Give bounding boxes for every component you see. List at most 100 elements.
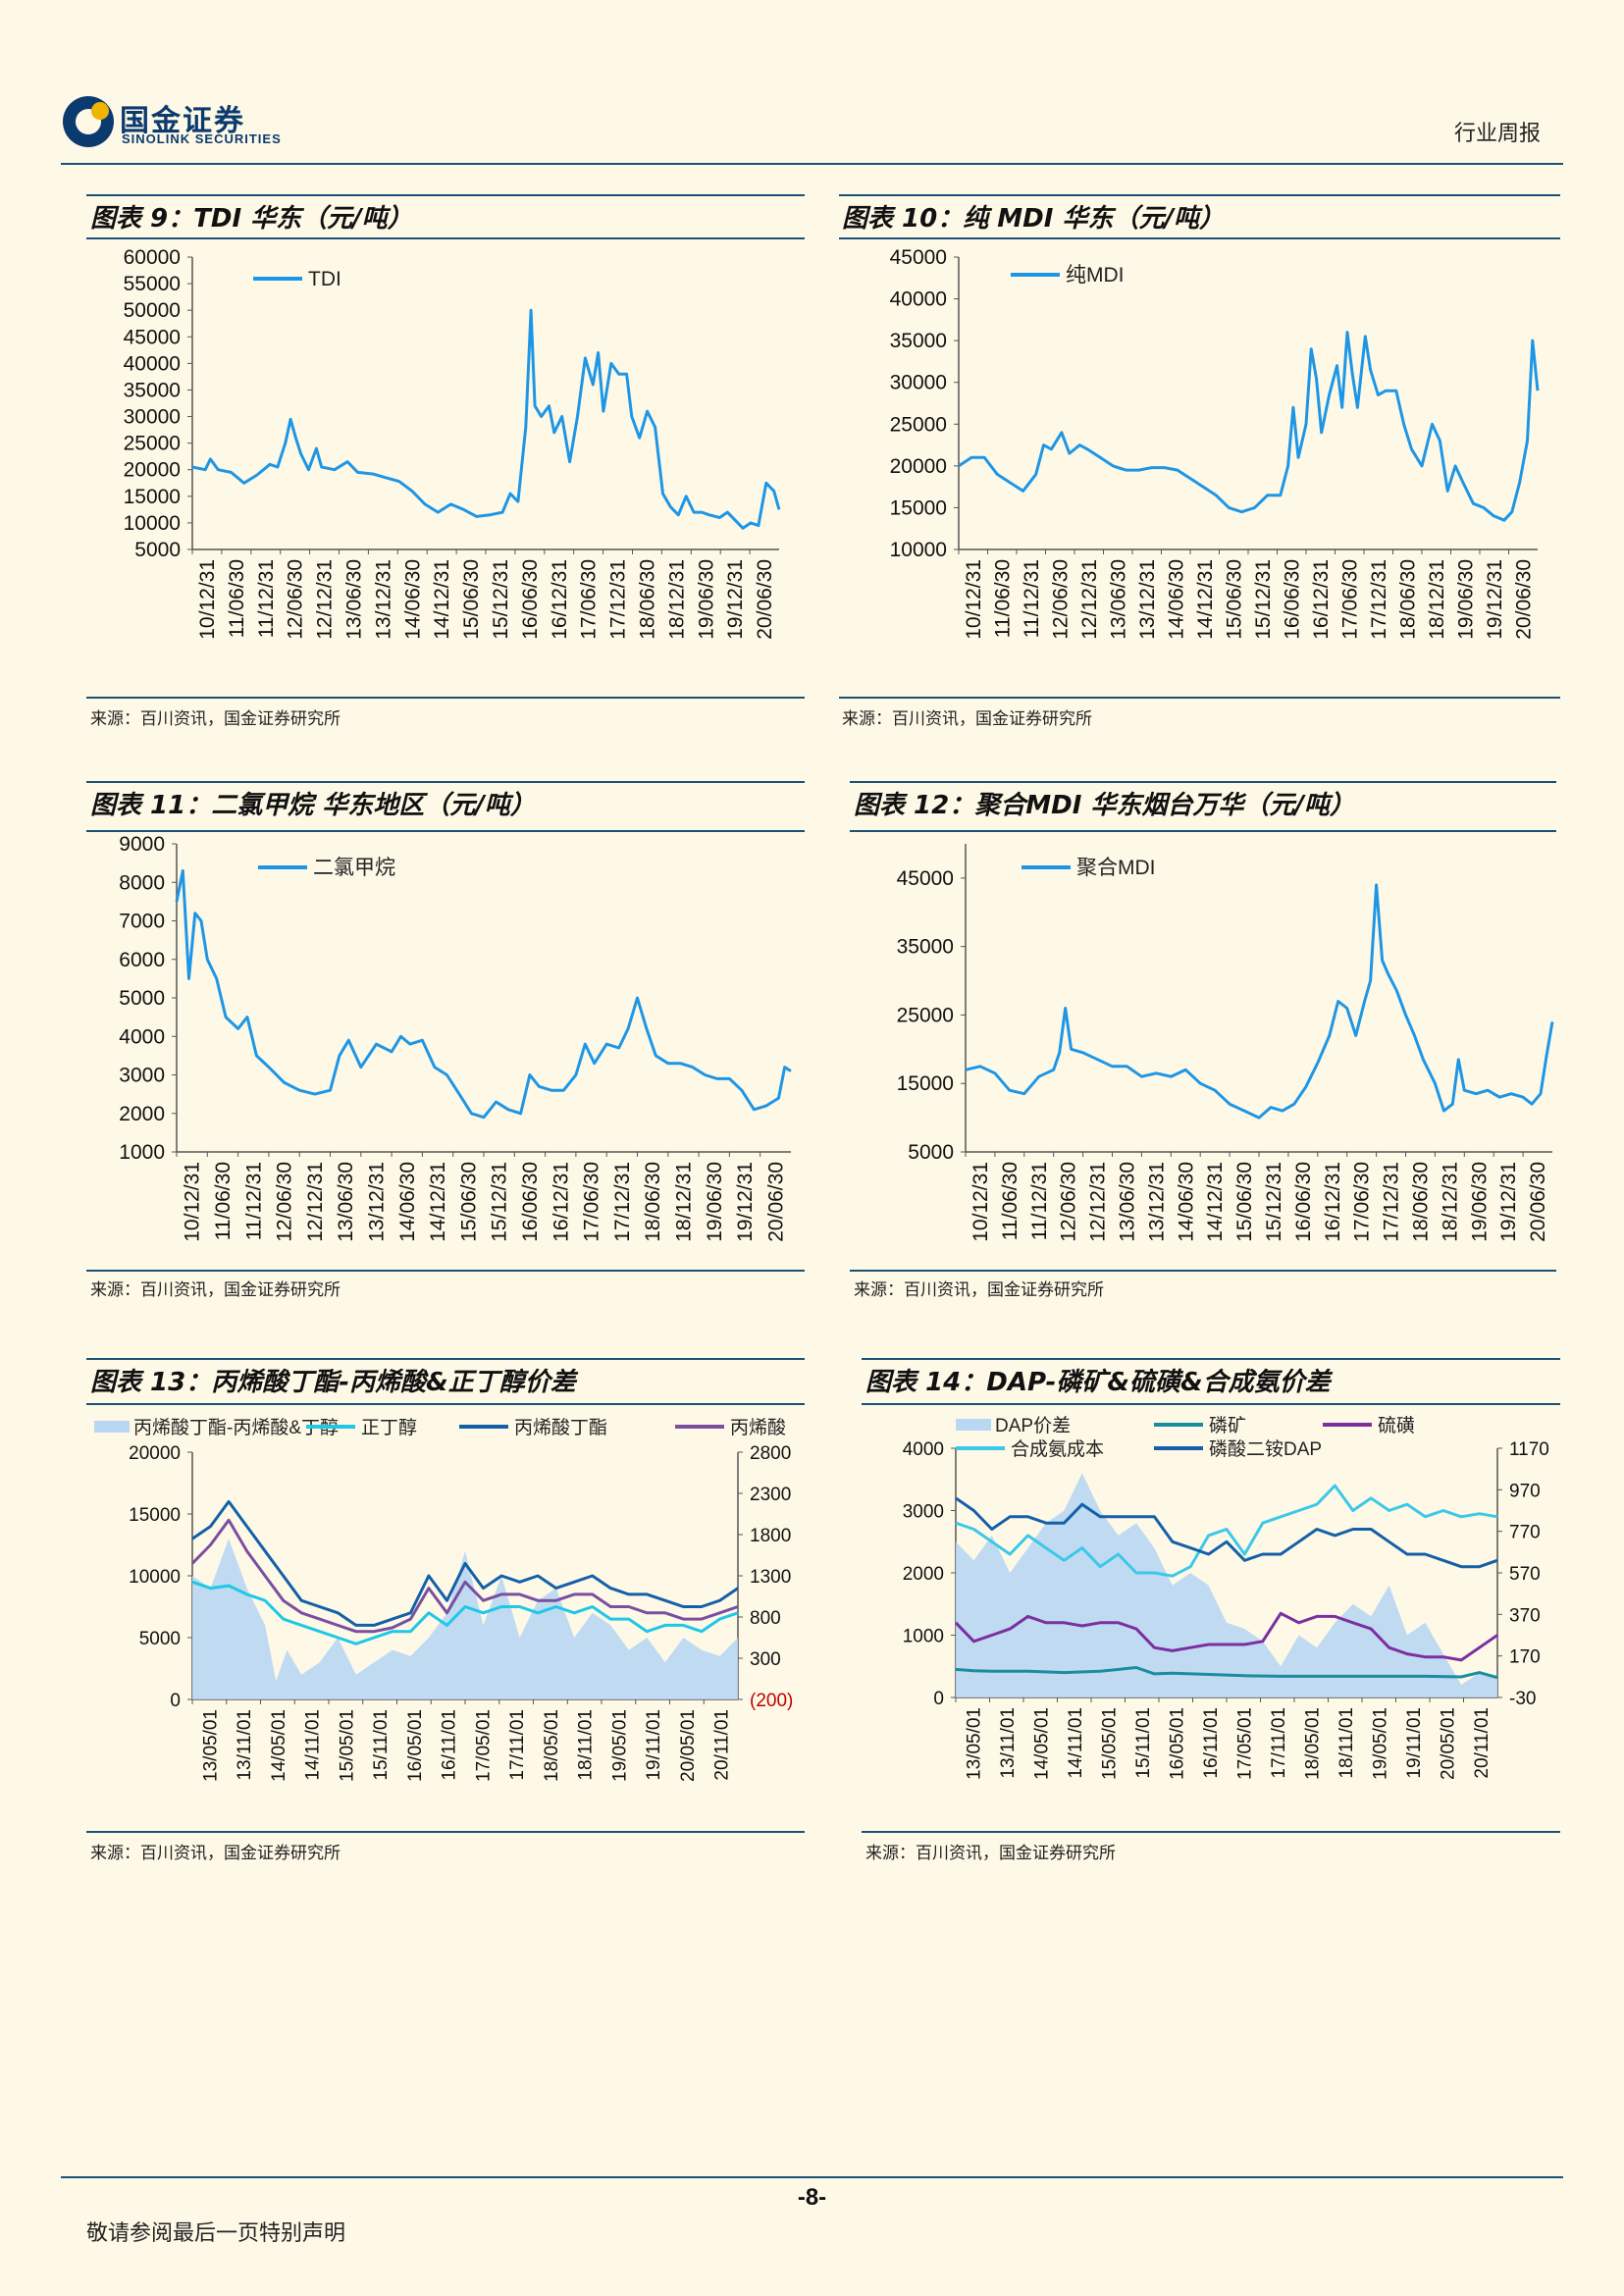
x-tick-label: 14/05/01: [1031, 1707, 1052, 1780]
x-tick-label: 13/12/31: [372, 559, 394, 640]
y-tick-label: 1000: [119, 1141, 165, 1164]
chart12-polymeric-mdi: 45000 35000 25000 15000 5000 10/12/31 11/06/30…: [897, 844, 1554, 1242]
legend-label: 丙烯酸丁酯-丙烯酸&丁醇: [133, 1417, 339, 1438]
x-tick-label: 12/06/30: [274, 1162, 296, 1242]
x-tick-label: 12/12/31: [314, 559, 337, 640]
y-tick-label: 5000: [908, 1141, 954, 1164]
legend-swatch: [956, 1419, 991, 1431]
y-right-tick-label: 2800: [750, 1443, 791, 1464]
x-tick-label: 18/12/31: [1426, 559, 1448, 640]
x-tick-label: 20/05/01: [678, 1709, 699, 1782]
y-tick-label: 3000: [903, 1502, 944, 1523]
x-tick-label: 18/06/30: [1409, 1162, 1432, 1242]
legend-label: 正丁醇: [361, 1417, 417, 1438]
x-tick-label: 14/12/31: [427, 1162, 449, 1242]
legend-swatch: [94, 1421, 130, 1433]
x-tick-label: 15/12/31: [489, 1162, 511, 1242]
x-tick-label: 19/12/31: [724, 559, 747, 640]
y-right-tick-label: -30: [1509, 1689, 1536, 1709]
footer-rule: [61, 2176, 1563, 2178]
x-tick-label: 18/06/30: [1396, 559, 1419, 640]
x-tick-label: 18/12/31: [1439, 1162, 1461, 1242]
x-tick-label: 20/05/01: [1438, 1707, 1458, 1780]
x-tick-label: 17/06/30: [1338, 559, 1361, 640]
x-tick-label: 15/06/30: [1223, 559, 1245, 640]
x-tick-label: 16/06/30: [519, 559, 542, 640]
chart11-bottom-rule: [86, 1270, 805, 1272]
x-tick-label: 14/12/31: [1194, 559, 1217, 640]
y-tick-label: 3000: [119, 1065, 165, 1087]
y-tick-label: 10000: [129, 1567, 181, 1588]
y-tick-label: 35000: [897, 936, 954, 959]
x-tick-label: 20/06/30: [1527, 1162, 1549, 1242]
legend-label: 丙烯酸丁酯: [514, 1417, 607, 1438]
x-tick-label: 18/05/01: [1302, 1707, 1323, 1780]
x-tick-label: 15/06/30: [1233, 1162, 1256, 1242]
x-tick-label: 17/12/31: [1381, 1162, 1403, 1242]
x-tick-label: 18/06/30: [636, 559, 658, 640]
chart9-top-rule: [86, 194, 805, 196]
x-tick-label: 17/12/31: [1368, 559, 1390, 640]
x-tick-label: 20/06/30: [754, 559, 776, 640]
x-tick-label: 13/06/30: [1107, 559, 1129, 640]
x-tick-label: 15/11/01: [1133, 1707, 1154, 1779]
legend-label: 聚合MDI: [1076, 857, 1156, 879]
sinolink-logo: [63, 96, 114, 147]
chart10-source: 来源：百川资讯，国金证券研究所: [842, 709, 1092, 729]
x-tick-label: 11/06/30: [226, 559, 248, 638]
y-tick-label: 15000: [890, 496, 947, 519]
x-tick-label: 10/12/31: [963, 559, 985, 640]
series-line: [955, 1666, 1498, 1680]
x-tick-label: 14/06/30: [1175, 1162, 1197, 1242]
x-tick-label: 10/12/31: [969, 1162, 992, 1242]
chart11-dichloromethane: 9000 8000 7000 6000 5000 4000 3000 2000 1000 10/1…: [119, 833, 792, 1242]
x-tick-label: 15/12/31: [490, 559, 512, 640]
y-tick-label: 15000: [129, 1505, 181, 1526]
x-tick-label: 14/11/01: [1066, 1707, 1086, 1779]
y-tick-label: 1000: [903, 1627, 944, 1647]
x-tick-label: 19/05/01: [1370, 1707, 1390, 1780]
chart10-pure-mdi: 45000 40000 35000 30000 25000 20000 15000 10000…: [890, 246, 1540, 640]
y-right-tick-label: 570: [1509, 1564, 1541, 1585]
x-tick-label: 17/06/30: [581, 1162, 603, 1242]
x-tick-label: 17/06/30: [578, 559, 601, 640]
x-tick-label: 19/12/31: [1497, 1162, 1520, 1242]
x-tick-label: 16/11/01: [440, 1709, 460, 1781]
y-tick-label: 10000: [124, 512, 181, 535]
y-tick-label: 2000: [903, 1564, 944, 1585]
legend-label: DAP价差: [995, 1415, 1071, 1436]
logo-text-cn: 国金证券: [120, 104, 245, 138]
x-tick-label: 20/11/01: [712, 1709, 733, 1781]
chart10-title: 图表 10：纯 MDI 华东（元/吨）: [842, 204, 1225, 234]
x-tick-label: 19/12/31: [734, 1162, 757, 1242]
x-tick-label: 17/12/31: [607, 559, 630, 640]
legend-label: 丙烯酸: [730, 1417, 786, 1438]
x-tick-label: 13/06/30: [335, 1162, 357, 1242]
legend-label: 二氯甲烷: [313, 857, 395, 879]
y-tick-label: 15000: [124, 486, 181, 508]
y-tick-label: 35000: [890, 330, 947, 352]
x-tick-label: 12/06/30: [1058, 1162, 1080, 1242]
series-line: [191, 308, 781, 530]
series-line: [175, 869, 792, 1120]
series-line: [965, 883, 1554, 1120]
y-tick-label: 40000: [124, 352, 181, 375]
y-right-tick-label: 800: [750, 1608, 781, 1629]
y-tick-label: 45000: [890, 246, 947, 269]
x-tick-label: 11/12/31: [242, 1162, 265, 1240]
x-tick-label: 20/06/30: [1512, 559, 1535, 640]
x-tick-label: 11/12/31: [1028, 1162, 1051, 1240]
x-tick-label: 10/12/31: [196, 559, 219, 640]
disclaimer: 敬请参阅最后一页特别声明: [86, 2221, 346, 2246]
x-tick-label: 18/12/31: [672, 1162, 695, 1242]
y-tick-label: 20000: [129, 1443, 181, 1464]
series-line: [190, 1518, 739, 1634]
y-right-tick-label: (200): [750, 1691, 793, 1711]
y-right-tick-label: 2300: [750, 1485, 791, 1505]
series-area: [956, 1473, 1497, 1697]
x-tick-label: 15/05/01: [337, 1709, 357, 1782]
x-tick-label: 12/12/31: [1087, 1162, 1110, 1242]
x-tick-label: 18/05/01: [542, 1709, 562, 1782]
x-tick-label: 19/06/30: [1468, 1162, 1491, 1242]
x-tick-label: 16/06/30: [1281, 559, 1303, 640]
